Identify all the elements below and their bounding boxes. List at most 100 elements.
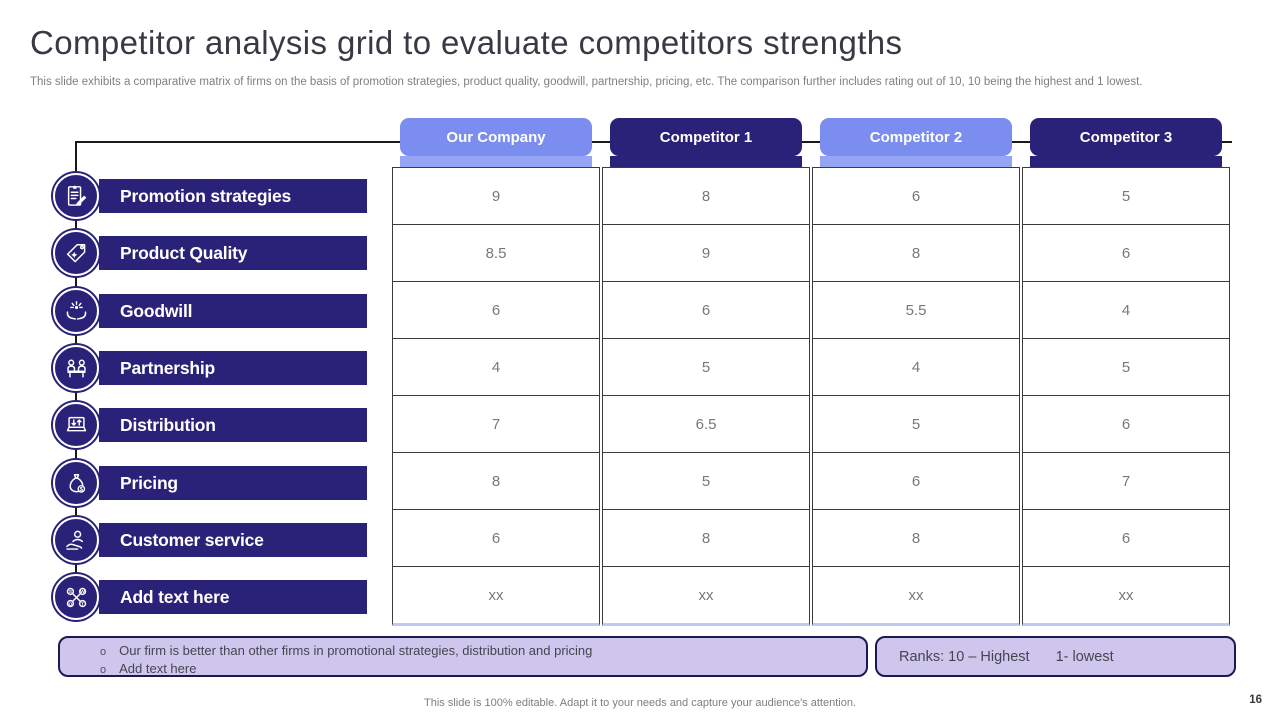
rating-cell: 7 [1023,453,1229,510]
rating-cell: 5.5 [813,282,1019,339]
note-bullet-item: o Our firm is better than other firms in… [100,642,866,660]
clipboard-pencil-icon [67,185,86,206]
criteria-bar-goodwill: Goodwill [99,294,367,328]
rating-cell: 4 [813,339,1019,396]
rating-cell: 6 [813,453,1019,510]
ranks-legend-box: Ranks: 10 – Highest 1- lowest [875,636,1236,677]
rating-cell: 8.5 [393,225,599,282]
swot-circles-icon: S W O T [66,587,86,607]
note-text: Our firm is better than other firms in p… [119,643,593,658]
rating-cell: 8 [813,510,1019,567]
rating-cell: 5 [603,339,809,396]
rating-cell: 6 [1023,396,1229,453]
column-header-strip [400,156,592,167]
rating-cell: 9 [393,168,599,225]
criteria-label: Distribution [120,414,216,435]
rating-column-competitor-3: 5 6 4 5 6 7 6 xx [1022,167,1230,626]
criteria-bar-distribution: Distribution [99,408,367,442]
bullet-marker: o [100,664,107,677]
page-number: 16 [1249,694,1262,706]
slide-subtitle: This slide exhibits a comparative matrix… [30,76,1143,88]
bullet-marker: o [100,646,107,658]
criteria-icon-circle [53,230,99,276]
svg-text:T: T [81,601,84,607]
column-header-competitor-3: Competitor 3 [1030,118,1222,156]
note-text: Add text here [119,661,197,677]
ranks-lowest-label: 1- lowest [1055,648,1114,665]
criteria-label: Customer service [120,529,264,550]
svg-text:W: W [80,589,85,595]
note-bullet-item-placeholder[interactable]: o Add text here [100,660,866,678]
rating-cell: 8 [603,510,809,567]
rating-cell: 8 [813,225,1019,282]
rating-cell: 6 [813,168,1019,225]
criteria-label: Pricing [120,472,178,493]
criteria-icon-circle: $ [53,460,99,506]
rating-cell-placeholder[interactable]: xx [698,586,714,604]
rating-cell: 6 [393,510,599,567]
criteria-icon-circle [53,345,99,391]
svg-text:O: O [68,601,72,607]
rating-cell: 9 [603,225,809,282]
criteria-icon-circle [53,402,99,448]
criteria-bar-partnership: Partnership [99,351,367,385]
criteria-bar-product-quality: Product Quality [99,236,367,270]
criteria-label: Goodwill [120,300,193,321]
column-header-label: Competitor 2 [869,128,963,146]
rating-column-competitor-1: 8 9 6 5 6.5 5 8 xx [602,167,810,626]
column-header-label: Our Company [446,128,546,146]
rating-column-our-company: 9 8.5 6 4 7 8 6 xx [392,167,600,626]
column-header-strip [820,156,1012,167]
editable-footer-note: This slide is 100% editable. Adapt it to… [424,697,856,709]
rating-cell-placeholder[interactable]: xx [908,586,924,604]
rating-cell: 5 [1023,168,1229,225]
criteria-bar-pricing: Pricing [99,466,367,500]
rating-cell-placeholder[interactable]: xx [488,586,504,604]
rating-cell: 4 [1023,282,1229,339]
column-header-label: Competitor 3 [1079,128,1173,146]
rating-cell: 6.5 [603,396,809,453]
criteria-bar-promotion-strategies: Promotion strategies [99,179,367,213]
rating-cell: 7 [393,396,599,453]
rating-cell: 8 [603,168,809,225]
svg-text:S: S [68,589,72,595]
rating-cell: 5 [813,396,1019,453]
rating-cell-placeholder[interactable]: xx [1118,586,1134,604]
hands-sparkle-icon [66,300,86,320]
rating-cell: 6 [393,282,599,339]
criteria-label: Product Quality [120,242,248,263]
criteria-icon-circle: S W O T [53,574,99,620]
criteria-label: Partnership [120,357,216,378]
criteria-bar-add-text-placeholder[interactable]: Add text here [99,580,367,614]
ranks-highest-label: Ranks: 10 – Highest [899,648,1030,665]
money-bag-icon: $ [68,473,85,493]
people-meeting-icon [66,359,86,378]
price-tag-star-icon [66,243,85,262]
svg-text:$: $ [79,487,83,493]
criteria-bar-customer-service: Customer service [99,523,367,557]
hand-person-icon [65,530,83,550]
criteria-label: Add text here [120,586,230,607]
criteria-label: Promotion strategies [120,185,292,206]
rating-cell: 6 [1023,225,1229,282]
rating-cell: 4 [393,339,599,396]
column-header-label: Competitor 1 [659,128,753,146]
page-title: Competitor analysis grid to evaluate com… [30,24,903,61]
column-header-strip [610,156,802,167]
rating-cell: 5 [603,453,809,510]
column-header-our-company: Our Company [400,118,592,156]
rating-cell: 6 [603,282,809,339]
rating-column-competitor-2: 6 8 5.5 4 5 6 8 xx [812,167,1020,626]
column-header-competitor-1: Competitor 1 [610,118,802,156]
rating-cell: 8 [393,453,599,510]
rating-cell: 5 [1023,339,1229,396]
column-header-competitor-2: Competitor 2 [820,118,1012,156]
criteria-icon-circle [53,288,99,334]
rating-cell: 6 [1023,510,1229,567]
laptop-arrows-icon [66,416,86,431]
criteria-icon-circle [53,173,99,219]
criteria-icon-circle [53,517,99,563]
insight-note-box[interactable]: o Our firm is better than other firms in… [58,636,868,677]
column-header-strip [1030,156,1222,167]
